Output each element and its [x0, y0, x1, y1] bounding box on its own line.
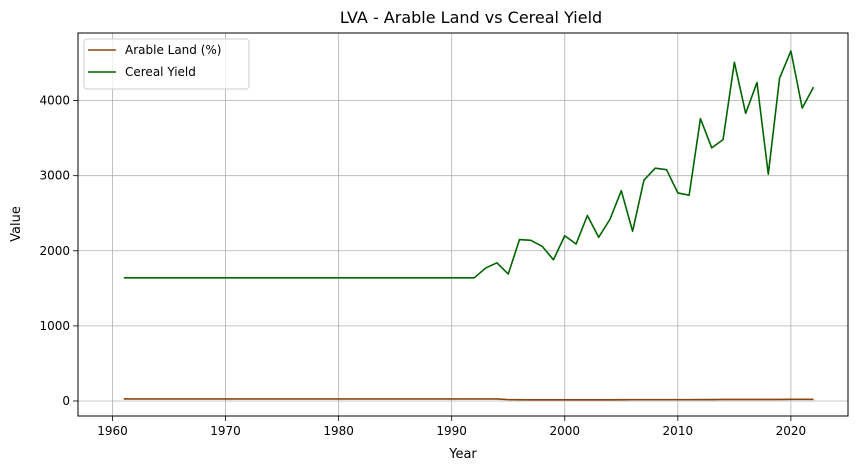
x-tick-label: 1970 — [210, 424, 241, 438]
legend-label-1: Cereal Yield — [125, 65, 196, 79]
x-tick-label: 2020 — [776, 424, 807, 438]
y-tick-label: 3000 — [39, 169, 70, 183]
axis-ticks: 1960 1970 1980 1990 2000 2010 2020 0 1000 2000 300… — [39, 94, 806, 438]
x-tick-label: 2000 — [549, 424, 580, 438]
grid-lines — [78, 33, 848, 416]
legend: Arable Land (%) Cereal Yield — [83, 38, 250, 90]
x-tick-label: 1980 — [323, 424, 354, 438]
legend-box — [83, 38, 250, 90]
x-axis-label: Year — [448, 447, 477, 462]
x-tick-label: 2010 — [663, 424, 694, 438]
y-tick-label: 4000 — [39, 94, 70, 108]
y-tick-label: 0 — [62, 394, 70, 408]
y-tick-label: 1000 — [39, 319, 70, 333]
legend-label-0: Arable Land (%) — [125, 43, 222, 57]
x-tick-label: 1990 — [436, 424, 467, 438]
x-tick-label: 1960 — [97, 424, 128, 438]
series-line-1 — [123, 50, 815, 279]
plot-frame — [77, 32, 849, 417]
y-tick-label: 2000 — [39, 244, 70, 258]
series-line-0 — [123, 398, 814, 401]
series-lines — [123, 50, 815, 401]
y-axis-label: Value — [9, 206, 24, 242]
chart-title: LVA - Arable Land vs Cereal Yield — [340, 8, 602, 27]
